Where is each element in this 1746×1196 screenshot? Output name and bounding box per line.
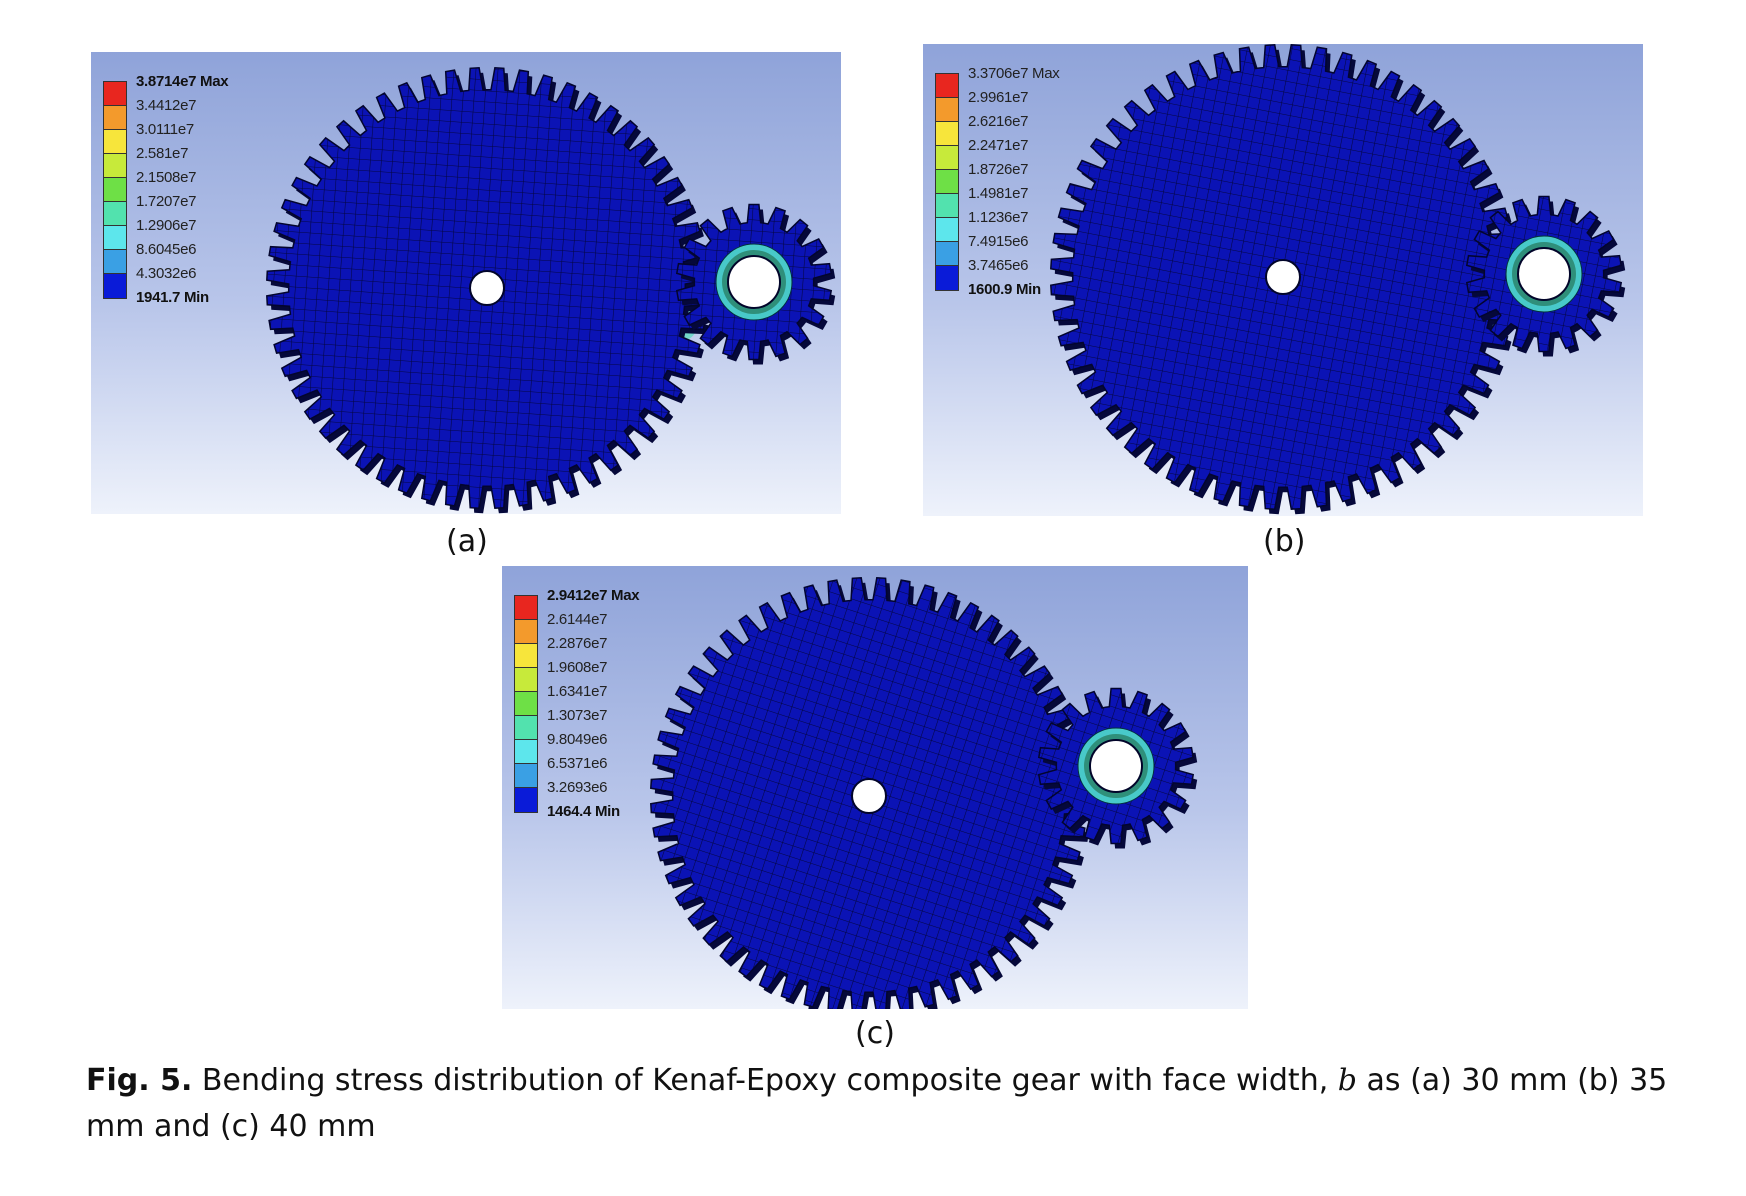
legend-color-swatch xyxy=(936,98,958,122)
legend-color-swatch xyxy=(104,154,126,178)
legend-color-swatch xyxy=(515,644,537,668)
legend-min-label: 1464.4 Min xyxy=(547,803,620,820)
legend-color-swatch xyxy=(515,668,537,692)
legend-label: 1.7207e7 xyxy=(136,193,197,210)
legend-color-swatch xyxy=(515,620,537,644)
legend-color-swatch xyxy=(104,82,126,106)
legend-label: 1.4981e7 xyxy=(968,185,1029,202)
legend-color-scale xyxy=(514,595,538,813)
legend-color-swatch xyxy=(936,170,958,194)
legend-label: 4.3032e6 xyxy=(136,265,197,282)
figure-panel-a: 3.8714e7 Max 3.4412e7 3.0111e7 2.581e7 2… xyxy=(91,52,841,514)
legend-label: 6.5371e6 xyxy=(547,755,608,772)
legend-label: 9.8049e6 xyxy=(547,731,608,748)
legend-color-swatch xyxy=(936,194,958,218)
legend-label: 2.2471e7 xyxy=(968,137,1029,154)
legend-label: 1.1236e7 xyxy=(968,209,1029,226)
gear-mesh-c xyxy=(650,577,1198,1009)
subfigure-label-c: (c) xyxy=(855,1016,895,1051)
legend-min-label: 1941.7 Min xyxy=(136,289,209,306)
legend-color-swatch xyxy=(936,122,958,146)
legend-color-swatch xyxy=(515,716,537,740)
legend-color-swatch xyxy=(936,146,958,170)
legend-label: 2.9961e7 xyxy=(968,89,1029,106)
legend-label: 2.6216e7 xyxy=(968,113,1029,130)
legend-label: 3.2693e6 xyxy=(547,779,608,796)
legend-label: 1.3073e7 xyxy=(547,707,608,724)
figure-panel-b: 3.3706e7 Max 2.9961e7 2.6216e7 2.2471e7 … xyxy=(923,44,1643,516)
caption-text: Bending stress distribution of Kenaf-Epo… xyxy=(192,1063,1338,1098)
legend-color-swatch xyxy=(936,266,958,290)
legend-label: 1.6341e7 xyxy=(547,683,608,700)
caption-text: as (a) 30 mm (b) 35 mm and (c) 40 mm xyxy=(86,1063,1668,1144)
large-gear-bore xyxy=(851,778,887,814)
caption-figure-number: Fig. 5. xyxy=(86,1063,193,1098)
legend-max-label: 3.8714e7 Max xyxy=(136,73,229,90)
legend-label: 2.6144e7 xyxy=(547,611,608,628)
legend-label: 2.581e7 xyxy=(136,145,189,162)
legend-label: 3.7465e6 xyxy=(968,257,1029,274)
legend-color-swatch xyxy=(515,692,537,716)
legend-color-swatch xyxy=(936,74,958,98)
pinion-gear-bore xyxy=(1517,247,1571,301)
legend-color-swatch xyxy=(515,740,537,764)
gear-mesh-b xyxy=(1050,44,1626,515)
legend-min-label: 1600.9 Min xyxy=(968,281,1041,298)
legend-label: 2.1508e7 xyxy=(136,169,197,186)
figure-panel-c: 2.9412e7 Max 2.6144e7 2.2876e7 1.9608e7 … xyxy=(502,566,1248,1009)
legend-color-swatch xyxy=(515,764,537,788)
caption-variable: b xyxy=(1337,1063,1357,1098)
large-gear-bore xyxy=(1265,259,1301,295)
legend-color-swatch xyxy=(104,178,126,202)
legend-color-swatch xyxy=(515,596,537,620)
legend-label: 7.4915e6 xyxy=(968,233,1029,250)
subfigure-label-b: (b) xyxy=(1263,524,1306,559)
legend-max-label: 3.3706e7 Max xyxy=(968,65,1060,82)
legend-color-scale xyxy=(103,81,127,299)
legend-label: 2.2876e7 xyxy=(547,635,608,652)
legend-color-swatch xyxy=(104,130,126,154)
legend-color-swatch xyxy=(104,274,126,298)
legend-color-swatch xyxy=(104,226,126,250)
legend-label: 3.4412e7 xyxy=(136,97,197,114)
subfigure-label-a: (a) xyxy=(446,524,488,559)
legend-label: 1.2906e7 xyxy=(136,217,197,234)
legend-label: 1.8726e7 xyxy=(968,161,1029,178)
legend-color-swatch xyxy=(936,218,958,242)
legend-color-swatch xyxy=(104,202,126,226)
legend-color-scale xyxy=(935,73,959,291)
legend-max-label: 2.9412e7 Max xyxy=(547,587,640,604)
legend-color-swatch xyxy=(515,788,537,812)
legend-label: 1.9608e7 xyxy=(547,659,608,676)
legend-label: 8.6045e6 xyxy=(136,241,197,258)
legend-color-swatch xyxy=(104,250,126,274)
legend-color-swatch xyxy=(936,242,958,266)
gear-mesh-a xyxy=(266,67,836,514)
pinion-gear-bore xyxy=(1089,739,1143,793)
legend-color-swatch xyxy=(104,106,126,130)
figure-caption: Fig. 5. Bending stress distribution of K… xyxy=(86,1058,1686,1150)
large-gear-bore xyxy=(469,270,505,306)
legend-label: 3.0111e7 xyxy=(136,121,194,138)
pinion-gear-bore xyxy=(727,255,781,309)
